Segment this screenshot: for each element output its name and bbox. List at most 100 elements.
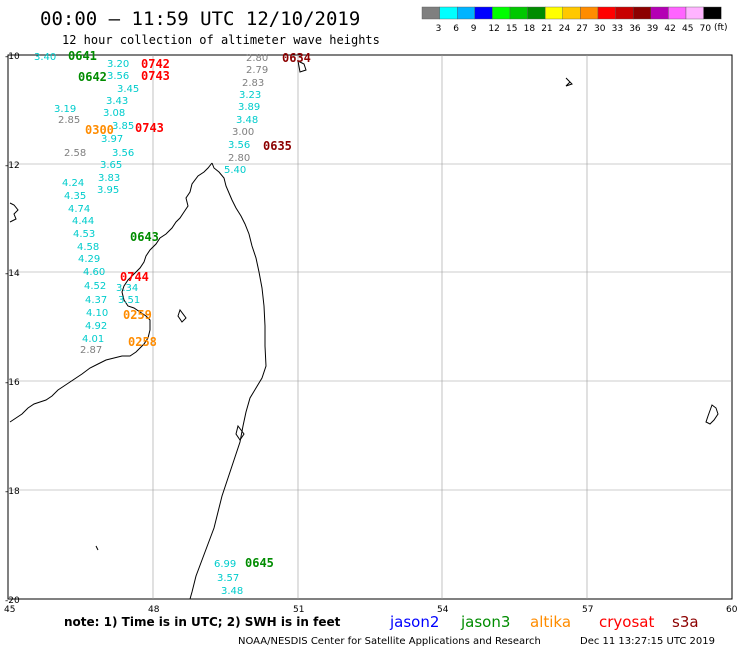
wave-height-value: 6.99 — [214, 559, 236, 570]
wave-height-value: 4.74 — [68, 204, 90, 215]
pass-time-label: 0634 — [282, 51, 311, 65]
pass-time-label: 0743 — [135, 121, 164, 135]
wave-height-readings: 3.403.203.563.453.433.083.853.973.563.65… — [34, 52, 268, 597]
color-swatch — [457, 6, 476, 20]
color-swatch — [474, 6, 493, 20]
wave-height-value: 3.83 — [98, 173, 120, 184]
wave-height-value: 3.51 — [118, 295, 140, 306]
wave-height-value: 4.52 — [84, 281, 106, 292]
lon-label: 60 — [726, 605, 738, 615]
wave-height-value: 4.53 — [73, 229, 95, 240]
color-swatch — [439, 6, 458, 20]
wave-height-value: 3.08 — [103, 108, 125, 119]
color-scale-label: 12 — [488, 24, 499, 34]
wave-height-value: 4.44 — [72, 216, 94, 227]
lat-label: -18 — [5, 487, 20, 497]
latitude-labels: -10 -12 -14 -16 -18 -20 — [5, 52, 20, 606]
color-scale-label: 9 — [471, 24, 477, 34]
map-subtitle: 12 hour collection of altimeter wave hei… — [62, 33, 380, 47]
color-scale-label: 21 — [541, 24, 552, 34]
units-note: note: 1) Time is in UTC; 2) SWH is in fe… — [64, 615, 341, 629]
color-scale-label: 6 — [453, 24, 459, 34]
map-grid — [7, 54, 733, 600]
color-scale-bar: 3 6 9 12 15 18 21 24 27 30 33 36 39 42 45 70 — [421, 6, 722, 34]
pass-time-label: 0643 — [130, 230, 159, 244]
lat-label: -16 — [5, 378, 20, 388]
wave-height-value: 2.80 — [228, 153, 250, 164]
longitude-labels: 45 48 51 54 57 60 — [4, 605, 738, 615]
color-swatch — [545, 6, 564, 20]
color-swatch — [562, 6, 581, 20]
wave-height-value: 2.87 — [80, 345, 102, 356]
credit-line: NOAA/NESDIS Center for Satellite Applica… — [238, 636, 541, 647]
satellite-pass-labels: 0641064206430645074207430743074406340635… — [68, 49, 311, 570]
color-swatch — [633, 6, 652, 20]
wave-height-value: 3.56 — [112, 148, 134, 159]
wave-height-value: 4.24 — [62, 178, 84, 189]
color-scale-label: 3 — [436, 24, 442, 34]
pass-time-label: 0642 — [78, 70, 107, 84]
wave-height-value: 5.40 — [224, 165, 246, 176]
wave-height-value: 4.92 — [85, 321, 107, 332]
color-swatch — [668, 6, 687, 20]
color-swatch — [597, 6, 616, 20]
wave-height-value: 3.97 — [101, 134, 123, 145]
pass-time-label: 0742 — [141, 57, 170, 71]
wave-height-value: 4.01 — [82, 334, 104, 345]
color-swatch — [650, 6, 669, 20]
color-swatch — [492, 6, 511, 20]
lon-label: 48 — [148, 605, 160, 615]
pass-time-label: 0744 — [120, 270, 149, 284]
wave-height-value: 3.48 — [236, 115, 258, 126]
lon-label: 54 — [437, 605, 449, 615]
wave-height-value: 3.95 — [97, 185, 119, 196]
lat-label: -20 — [5, 596, 20, 606]
color-scale-label: 33 — [612, 24, 623, 34]
color-scale-label: 18 — [524, 24, 536, 34]
color-scale-label: 27 — [576, 24, 587, 34]
wave-height-value: 3.45 — [117, 84, 139, 95]
wave-height-value: 3.57 — [217, 573, 239, 584]
wave-height-value: 3.34 — [116, 283, 138, 294]
lat-label: -10 — [5, 52, 20, 62]
timestamp: Dec 11 13:27:15 UTC 2019 — [580, 636, 715, 647]
legend-jason3: jason3 — [460, 613, 510, 631]
wave-height-value: 3.65 — [100, 160, 122, 171]
color-swatch — [685, 6, 704, 20]
wave-height-value: 3.56 — [228, 140, 250, 151]
legend-altika: altika — [530, 613, 571, 631]
wave-height-value: 3.00 — [232, 127, 254, 138]
color-scale-unit: (ft) — [714, 23, 728, 33]
wave-height-value: 4.37 — [85, 295, 107, 306]
color-scale-label: 39 — [647, 24, 659, 34]
pass-time-label: 0645 — [245, 556, 274, 570]
color-swatch — [421, 6, 440, 20]
pass-time-label: 0635 — [263, 139, 292, 153]
wave-height-value: 3.85 — [112, 121, 134, 132]
pass-time-label: 0258 — [128, 335, 157, 349]
lon-label: 51 — [293, 605, 304, 615]
wave-height-value: 3.20 — [107, 59, 129, 70]
wave-height-value: 4.10 — [86, 308, 108, 319]
wave-height-value: 3.89 — [238, 102, 260, 113]
map-title: 00:00 – 11:59 UTC 12/10/2019 — [40, 8, 360, 30]
legend-cryosat: cryosat — [599, 613, 654, 631]
pass-time-label: 0259 — [123, 308, 152, 322]
color-scale-label: 42 — [664, 24, 675, 34]
wave-height-value: 2.80 — [246, 53, 268, 64]
color-scale-label: 15 — [506, 24, 517, 34]
wave-height-value: 4.60 — [83, 267, 105, 278]
wave-height-value: 3.19 — [54, 104, 76, 115]
color-swatch — [527, 6, 546, 20]
color-scale-label: 45 — [682, 24, 693, 34]
wave-height-value: 4.35 — [64, 191, 86, 202]
satellite-legend: jason2 jason3 altika cryosat s3a — [389, 613, 699, 631]
wave-height-value: 3.48 — [221, 586, 243, 597]
wave-height-value: 2.85 — [58, 115, 80, 126]
coastline — [9, 60, 719, 600]
color-scale-label: 36 — [629, 24, 641, 34]
color-scale-label: 70 — [700, 24, 712, 34]
lon-label: 57 — [582, 605, 593, 615]
pass-time-label: 0743 — [141, 69, 170, 83]
